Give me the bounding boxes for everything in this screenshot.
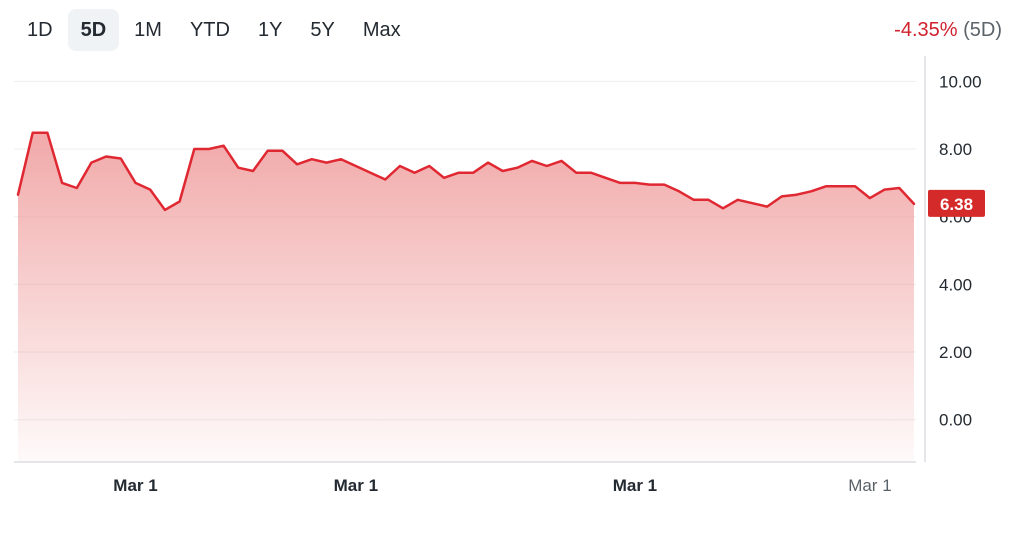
change-period: (5D) (963, 19, 1002, 41)
y-tick-label: 0.00 (939, 411, 972, 430)
range-button-1y[interactable]: 1Y (257, 19, 283, 41)
range-button-1m[interactable]: 1M (134, 19, 162, 41)
x-tick-label: Mar 1 (113, 476, 157, 495)
change-value: -4.35% (894, 19, 958, 41)
range-button-5d[interactable]: 5D (67, 9, 120, 51)
y-tick-label: 10.00 (939, 72, 982, 91)
price-series-line (16, 131, 916, 212)
price-line (16, 131, 916, 212)
last-price-badge: 6.38 (928, 189, 985, 217)
area-fill (18, 132, 914, 463)
y-tick-label: 4.00 (939, 275, 972, 294)
range-selector: 1D 5D 1M YTD 1Y 5Y Max (14, 8, 416, 52)
change-summary: -4.35% (5D) (894, 8, 1002, 52)
y-tick-label: 2.00 (939, 343, 972, 362)
last-price-badge-bg (928, 189, 985, 217)
last-price-value: 6.38 (940, 195, 973, 214)
range-button-5y[interactable]: 5Y (310, 19, 335, 41)
x-tick-label: Mar 1 (334, 476, 378, 495)
y-axis-ticks: 10.008.006.004.002.000.00 (939, 72, 982, 429)
axes (14, 56, 926, 463)
area-series (18, 132, 914, 463)
range-button-max[interactable]: Max (362, 19, 401, 41)
range-button-ytd[interactable]: YTD (189, 19, 230, 41)
x-tick-label: Mar 1 (848, 476, 891, 495)
y-tick-label: 8.00 (939, 140, 972, 159)
x-tick-label: Mar 1 (613, 476, 657, 495)
range-button-1d[interactable]: 1D (27, 19, 53, 41)
